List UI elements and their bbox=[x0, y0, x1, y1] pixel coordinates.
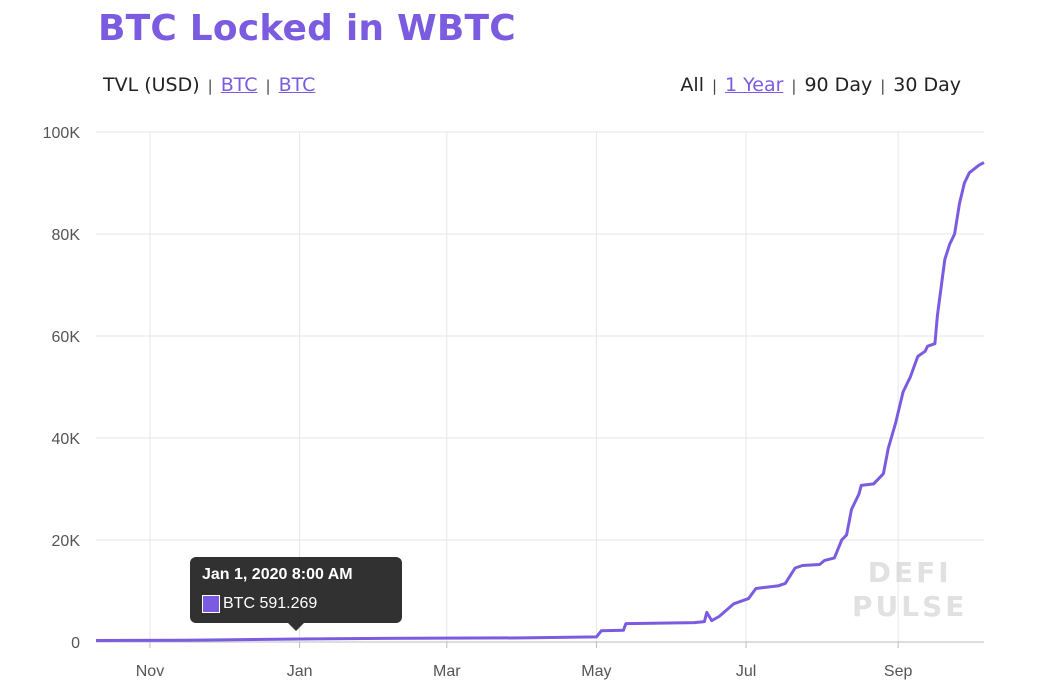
range-90-day-option[interactable]: 90 Day bbox=[804, 74, 873, 96]
separator: | bbox=[711, 77, 718, 95]
defi-pulse-watermark: DEFI PULSE bbox=[852, 556, 967, 624]
x-tick-label: Jan bbox=[287, 663, 313, 680]
x-tick-label: Jul bbox=[736, 663, 756, 680]
unit-selector: TVL (USD) | BTC | BTC bbox=[103, 74, 315, 96]
tvl-usd-option[interactable]: TVL (USD) bbox=[103, 74, 200, 96]
range-all-option[interactable]: All bbox=[680, 74, 704, 96]
x-tick-label: Mar bbox=[433, 663, 461, 680]
y-tick-label: 20K bbox=[52, 533, 81, 550]
separator: | bbox=[265, 77, 271, 95]
separator: | bbox=[791, 77, 797, 95]
watermark-line2: PULSE bbox=[852, 590, 968, 623]
x-tick-label: Nov bbox=[136, 663, 164, 680]
separator: | bbox=[880, 77, 886, 95]
tooltip-value-row: BTC 591.269 bbox=[202, 595, 317, 613]
watermark-line1: DEFI bbox=[867, 556, 952, 589]
tooltip-series-swatch bbox=[202, 595, 220, 613]
range-selector: All | 1 Year | 90 Day | 30 Day bbox=[680, 74, 961, 96]
btc-option[interactable]: BTC bbox=[220, 74, 258, 96]
chart-tooltip: Jan 1, 2020 8:00 AM BTC 591.269 bbox=[190, 557, 402, 631]
y-tick-label: 0 bbox=[71, 635, 80, 652]
tooltip-date: Jan 1, 2020 8:00 AM bbox=[202, 566, 353, 583]
range-1-year-option[interactable]: 1 Year bbox=[725, 74, 784, 96]
y-tick-label: 40K bbox=[52, 431, 81, 448]
range-30-day-option[interactable]: 30 Day bbox=[893, 74, 961, 96]
y-tick-label: 80K bbox=[52, 227, 81, 244]
x-tick-label: Sep bbox=[884, 663, 913, 680]
tooltip-value: BTC 591.269 bbox=[223, 595, 318, 612]
btc-option-secondary[interactable]: BTC bbox=[278, 74, 316, 96]
separator: | bbox=[207, 77, 213, 95]
chart-title: BTC Locked in WBTC bbox=[98, 8, 516, 49]
y-tick-label: 100K bbox=[43, 125, 81, 142]
y-tick-label: 60K bbox=[52, 329, 81, 346]
x-tick-label: May bbox=[581, 663, 611, 680]
series-line-btc bbox=[95, 161, 985, 642]
